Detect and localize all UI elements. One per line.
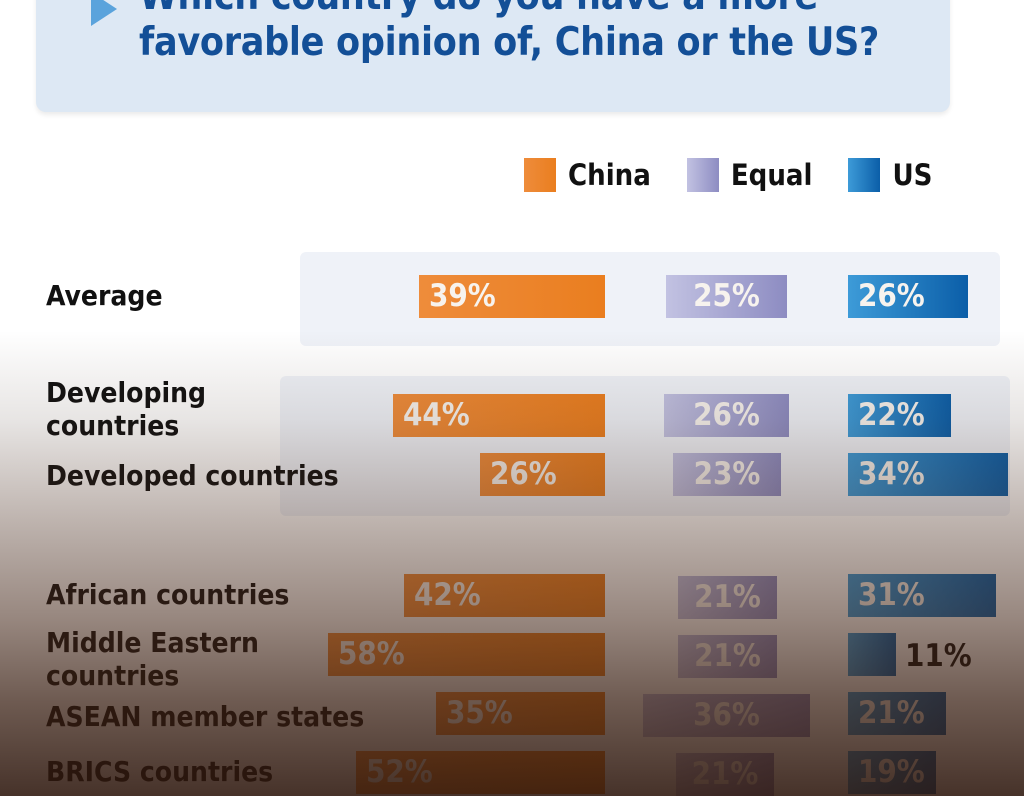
legend-item-us: US — [848, 158, 932, 192]
row-label-developed: Developed countries — [46, 459, 339, 492]
label-line: countries — [46, 409, 180, 442]
legend: China Equal US — [524, 158, 968, 192]
bar-equal-developing: 26% — [664, 394, 789, 437]
row-label-asean: ASEAN member states — [46, 700, 365, 733]
row-label-middle-eastern: Middle Eastern countries — [46, 626, 259, 692]
label-line: Middle Eastern — [46, 626, 259, 659]
title-line-2: favorable opinion of, China or the US? — [139, 20, 880, 65]
chart-title: Which country do you have a more favorab… — [139, 0, 879, 66]
bar-china-average: 39% — [419, 275, 605, 318]
bar-us-developed: 34% — [848, 453, 1008, 496]
bar-equal-african: 21% — [678, 576, 777, 619]
bar-us-asean: 21% — [848, 692, 946, 735]
us-swatch-icon — [848, 158, 881, 192]
bar-equal-asean: 36% — [643, 694, 810, 737]
bar-china-brics: 52% — [356, 751, 605, 794]
legend-item-equal: Equal — [686, 158, 813, 192]
bar-china-african: 42% — [404, 574, 605, 617]
equal-swatch-icon — [686, 158, 719, 192]
legend-label: Equal — [730, 158, 813, 192]
row-label-average: Average — [46, 279, 163, 312]
bar-us-middle-eastern — [848, 633, 896, 676]
bar-us-average: 26% — [848, 275, 968, 318]
row-label-developing: Developing countries — [46, 376, 206, 442]
legend-label: US — [892, 158, 933, 192]
label-line: countries — [46, 659, 180, 692]
bar-equal-middle-eastern: 21% — [678, 635, 777, 678]
bar-us-developing: 22% — [848, 394, 951, 437]
china-swatch-icon — [524, 158, 556, 192]
bar-china-developed: 26% — [480, 453, 605, 496]
title-line-1: Which country do you have a more — [139, 0, 879, 20]
label-line: Developing — [46, 376, 207, 409]
title-box: Which country do you have a more favorab… — [36, 0, 950, 112]
bar-china-developing: 44% — [393, 394, 605, 437]
bar-us-african: 31% — [848, 574, 996, 617]
bar-china-asean: 35% — [436, 692, 605, 735]
value-us-middle-eastern: 11% — [905, 638, 972, 674]
bar-us-brics: 19% — [848, 751, 936, 794]
legend-item-china: China — [524, 158, 651, 192]
play-arrow-icon — [91, 0, 117, 26]
row-label-brics: BRICS countries — [46, 755, 274, 788]
bar-equal-developed: 23% — [673, 453, 781, 496]
legend-label: China — [568, 158, 651, 192]
bar-china-middle-eastern: 58% — [328, 633, 605, 676]
row-label-african: African countries — [46, 578, 290, 611]
bar-equal-brics: 21% — [676, 753, 774, 796]
bar-equal-average: 25% — [666, 275, 787, 318]
